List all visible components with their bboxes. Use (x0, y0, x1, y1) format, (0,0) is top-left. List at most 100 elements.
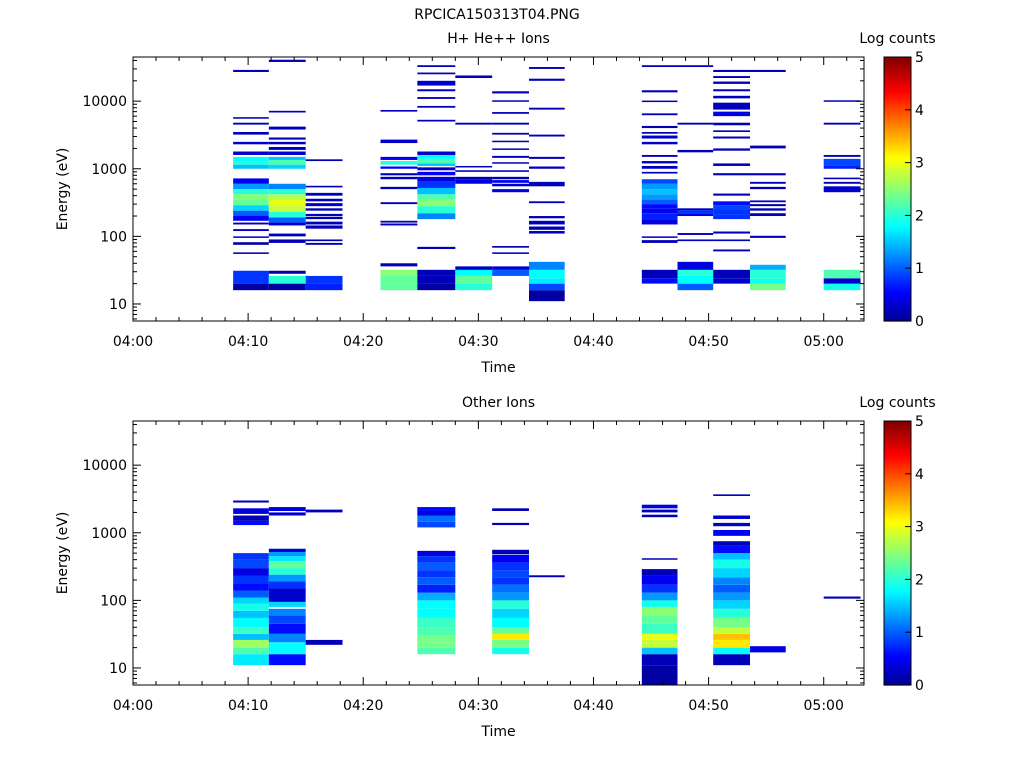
colorbar-segment (884, 603, 911, 607)
heatmap-cell (417, 647, 456, 655)
x-tick-label: 04:30 (458, 698, 498, 714)
colorbar-segment (884, 310, 911, 313)
heatmap-cell (713, 95, 751, 99)
colorbar-segment (884, 682, 911, 686)
colorbar-segment (884, 169, 911, 172)
heatmap-cell (417, 600, 456, 609)
colorbar-segment (884, 539, 911, 543)
heatmap-cell (417, 584, 456, 593)
heatmap-cell (641, 135, 678, 139)
heatmap-cell (750, 269, 786, 279)
heatmap-cell (492, 122, 530, 125)
colorbar-segment (884, 204, 911, 208)
colorbar-segment (884, 195, 911, 199)
colorbar-segment (884, 68, 911, 71)
colorbar-segment (884, 222, 911, 225)
colorbar-tick-label: 4 (915, 467, 924, 483)
colorbar-segment (884, 136, 911, 139)
colorbar-segment (884, 621, 911, 624)
heatmap-cell (417, 507, 456, 511)
heatmap-cell (233, 515, 269, 521)
heatmap-cell (417, 577, 456, 585)
colorbar-segment (884, 147, 911, 150)
colorbar-segment (884, 186, 911, 190)
heatmap-cell (268, 581, 306, 589)
heatmap-cell (641, 141, 678, 145)
heatmap-cell (529, 290, 565, 302)
colorbar-segment (884, 318, 911, 322)
heatmap-cell (641, 665, 678, 685)
heatmap-cell (641, 161, 678, 164)
heatmap-cell (529, 107, 565, 110)
colorbar-segment (884, 167, 911, 170)
heatmap-cell (823, 158, 861, 166)
heatmap-cell (641, 183, 678, 190)
heatmap-cell (713, 201, 751, 206)
x-tick-label: 04:20 (343, 698, 383, 714)
heatmap-cell (268, 183, 306, 190)
panel-h-he-ions: 04:00 04:10 04:20 04:30 04:40 04:50 05:0010100… (55, 31, 936, 376)
heatmap-cell (823, 100, 861, 102)
heatmap-cell (233, 194, 269, 200)
heatmap-cell (268, 512, 306, 516)
colorbar-segment (884, 649, 911, 653)
colorbar-segment (884, 645, 911, 649)
heatmap-cell (233, 597, 269, 604)
heatmap-cell (417, 89, 456, 92)
heatmap-cell (492, 633, 530, 640)
heatmap-cell (529, 220, 565, 225)
colorbar-segment (884, 500, 911, 503)
heatmap-cell (268, 275, 306, 284)
colorbar-segment (884, 83, 911, 87)
panel-title: Other Ions (462, 395, 535, 411)
heatmap-cell (233, 210, 269, 217)
colorbar-segment (884, 429, 911, 433)
colorbar-segment (884, 107, 911, 111)
heatmap-cell (750, 173, 786, 176)
colorbar-segment (884, 294, 911, 298)
heatmap-cell (713, 647, 751, 655)
heatmap-cell (268, 126, 306, 130)
colorbar-segment (884, 612, 911, 616)
heatmap-cell (268, 642, 306, 655)
colorbar-segment (884, 583, 911, 587)
heatmap-cell (823, 181, 861, 184)
heatmap-cell (713, 515, 751, 519)
y-tick-label: 1000 (91, 526, 127, 542)
colorbar-segment (884, 627, 911, 631)
heatmap-cell (492, 162, 530, 164)
colorbar-tick-label: 0 (915, 314, 924, 330)
heatmap-cell (529, 78, 565, 81)
heatmap-cell (492, 554, 530, 563)
heatmap-cell (713, 102, 751, 110)
heatmap-cell (417, 556, 456, 563)
colorbar-segment (884, 454, 911, 457)
heatmap-cell (268, 595, 306, 602)
heatmap-cell (750, 264, 786, 270)
heatmap-cell (492, 639, 530, 648)
colorbar-frame (883, 420, 912, 686)
heatmap-cell (641, 194, 678, 200)
heatmap-cell (233, 199, 269, 206)
colorbar-segment (884, 59, 911, 62)
heatmap-cell (233, 617, 269, 628)
heatmap-cell (713, 205, 751, 210)
heatmap-cell (713, 249, 751, 252)
heatmap-cell (492, 627, 530, 634)
colorbar-segment (884, 303, 911, 307)
heatmap-cell (417, 246, 456, 250)
y-axis-label: Energy (eV) (55, 148, 71, 231)
colorbar-segment (884, 85, 911, 89)
colorbar-segment (884, 456, 911, 459)
heatmap-cell (268, 141, 306, 145)
colorbar-segment (884, 235, 911, 238)
heatmap-cell (233, 189, 269, 195)
x-tick-label: 05:00 (804, 334, 844, 350)
colorbar-segment (884, 550, 911, 554)
colorbar-segment (884, 484, 911, 488)
heatmap-cell (233, 229, 269, 232)
heatmap-cell (417, 269, 456, 276)
colorbar-segment (884, 491, 911, 495)
heatmap-cell (268, 507, 306, 511)
heatmap-cell (750, 213, 786, 217)
